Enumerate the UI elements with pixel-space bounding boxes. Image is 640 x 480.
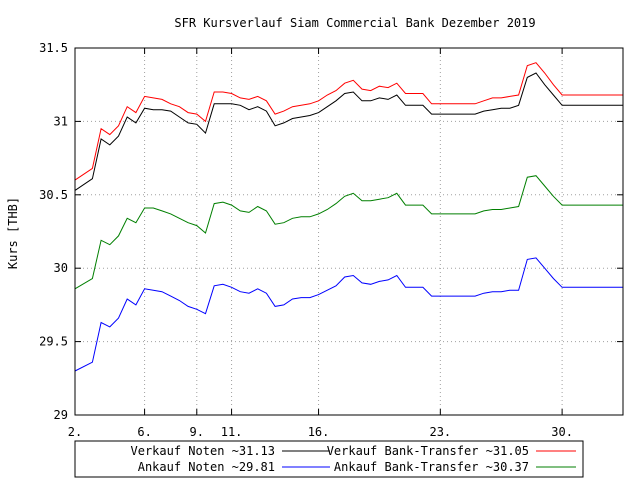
series-line-verkauf-bank-transfer [74,62,623,181]
series-line-ankauf-noten [74,257,623,372]
y-tick-label: 31 [54,114,68,128]
y-tick-label: 29.5 [39,335,68,349]
x-tick-label: 16. [308,425,330,439]
plot-frame [74,47,624,416]
grid [75,48,623,415]
legend-label: Verkauf Bank-Transfer ~31.05 [327,444,529,458]
legend: Verkauf Noten ~31.13 Verkauf Bank-Transfe… [74,440,584,478]
y-tick-label: 29 [54,408,68,422]
legend-label: Verkauf Noten ~31.13 [131,444,276,458]
x-tick-label: 23. [429,425,451,439]
y-tick-label: 30.5 [39,188,68,202]
series-line-verkauf-noten [74,72,623,191]
legend-label: Ankauf Bank-Transfer ~30.37 [334,460,529,474]
x-tick-label: 9. [190,425,204,439]
chart-title: SFR Kursverlauf Siam Commercial Bank Dez… [174,16,535,30]
x-tick-label: 2. [68,425,82,439]
legend-label: Ankauf Noten ~29.81 [138,460,275,474]
series-lines [74,62,623,372]
y-tick-label: 31.5 [39,41,68,55]
series-line-ankauf-bank-transfer [74,175,623,290]
tick-marks [74,47,623,416]
legend-box [74,440,584,478]
x-tick-label: 30. [551,425,573,439]
tick-labels: 29 29.5 30 30.5 31 31.5 2. 6. 9. 11. 16. 23. 30. [39,41,573,439]
y-tick-label: 30 [54,261,68,275]
y-axis-label: Kurs [THB] [6,197,20,269]
x-tick-label: 6. [137,425,151,439]
x-tick-label: 11. [221,425,243,439]
